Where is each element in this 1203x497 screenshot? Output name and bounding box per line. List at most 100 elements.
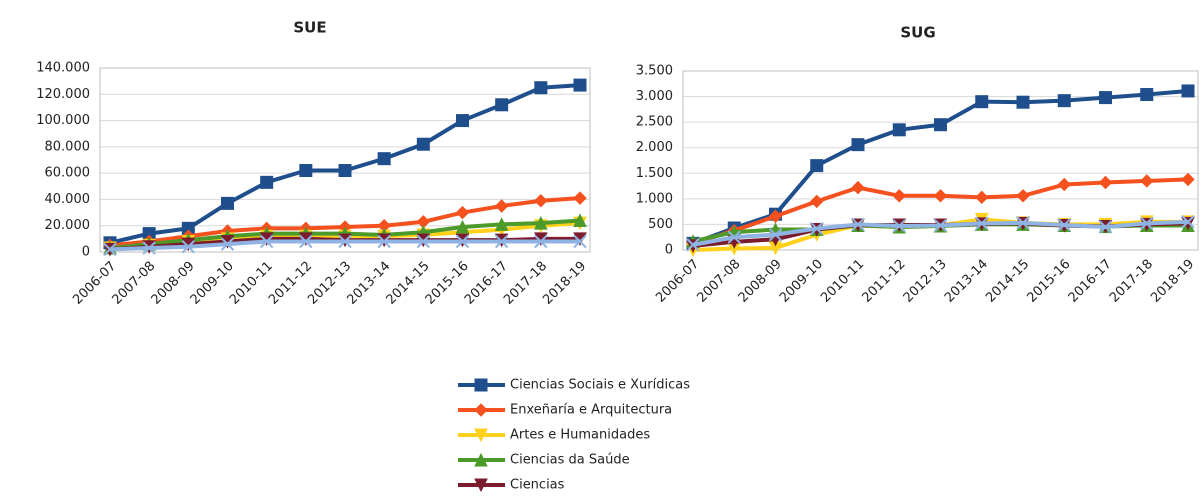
marker <box>934 118 947 132</box>
y-tick-label: 40.000 <box>45 192 91 207</box>
marker <box>975 95 989 109</box>
marker <box>892 219 906 233</box>
marker <box>338 164 352 178</box>
x-tick-label: 2018-19 <box>1148 257 1197 306</box>
x-tick-label: 2016-17 <box>1066 257 1115 306</box>
marker <box>338 234 352 249</box>
x-tick-label: 2017-18 <box>1107 257 1156 306</box>
marker <box>768 227 783 242</box>
marker <box>260 175 274 189</box>
marker <box>933 189 948 203</box>
y-tick-label: 1.500 <box>636 166 673 181</box>
marker <box>259 234 274 249</box>
marker <box>534 234 548 249</box>
x-tick-label: 2013-14 <box>942 257 991 306</box>
x-tick-label: 2009-10 <box>777 257 826 306</box>
y-tick-label: 20.000 <box>45 218 91 233</box>
marker <box>534 81 548 95</box>
chart-title: SUE <box>293 19 326 37</box>
marker <box>851 180 865 195</box>
marker <box>494 217 509 231</box>
marker <box>892 123 906 137</box>
x-tick-label: 2008-09 <box>736 257 785 306</box>
legend-marker <box>474 428 488 443</box>
marker <box>495 98 509 112</box>
marker <box>377 152 391 166</box>
marker <box>142 241 156 255</box>
marker <box>1181 84 1195 98</box>
marker <box>573 213 587 227</box>
marker <box>810 221 824 236</box>
x-tick-label: 2007-08 <box>695 257 744 306</box>
y-tick-label: 140.000 <box>36 61 90 76</box>
marker <box>573 191 587 205</box>
marker <box>494 199 509 213</box>
marker <box>1016 216 1030 230</box>
marker <box>455 234 470 249</box>
y-tick-label: 60.000 <box>45 166 91 181</box>
marker <box>727 230 741 244</box>
legend-marker <box>474 452 488 467</box>
marker <box>1140 88 1154 102</box>
y-tick-label: 80.000 <box>45 139 91 154</box>
y-tick-label: 0 <box>82 245 90 260</box>
legend-marker <box>474 403 488 417</box>
marker <box>1057 94 1071 108</box>
legend-label: Artes e Humanidades <box>510 428 650 443</box>
legend-marker <box>474 478 488 493</box>
chart-title: SUG <box>900 24 935 42</box>
legend-label: Enxeñaría e Arquitectura <box>510 403 672 418</box>
marker <box>573 234 587 249</box>
y-tick-label: 3.500 <box>636 64 673 79</box>
legend-label: Ciencias da Saúde <box>510 453 630 468</box>
marker <box>975 216 989 231</box>
y-tick-label: 100.000 <box>36 113 90 128</box>
marker <box>975 190 989 205</box>
marker <box>494 234 509 249</box>
y-tick-label: 0 <box>665 243 673 258</box>
y-tick-label: 3.000 <box>636 89 673 104</box>
marker <box>686 238 700 252</box>
marker <box>456 114 469 128</box>
marker <box>416 234 431 249</box>
marker <box>1016 189 1030 203</box>
marker <box>1057 177 1071 192</box>
y-tick-label: 500 <box>648 217 673 232</box>
marker <box>299 164 313 178</box>
marker <box>1181 215 1195 229</box>
marker <box>1140 216 1154 231</box>
marker <box>455 219 470 234</box>
marker <box>892 189 906 203</box>
marker <box>377 234 391 249</box>
marker <box>1140 174 1154 188</box>
marker <box>1099 91 1112 105</box>
marker <box>1016 95 1030 109</box>
y-tick-label: 2.000 <box>636 140 673 155</box>
y-tick-label: 2.500 <box>636 115 673 130</box>
marker <box>768 209 783 223</box>
plot-frame <box>99 67 591 253</box>
x-tick-label: 2014-15 <box>983 257 1032 306</box>
marker <box>1098 220 1113 234</box>
y-tick-label: 1.000 <box>636 191 673 206</box>
marker <box>534 215 548 230</box>
x-tick-label: 2012-13 <box>901 257 950 306</box>
marker <box>534 194 548 208</box>
marker <box>1098 175 1113 190</box>
marker <box>416 137 430 151</box>
marker <box>933 218 948 233</box>
marker <box>851 138 865 152</box>
x-tick-label: 2010-11 <box>818 257 867 306</box>
y-tick-label: 120.000 <box>36 87 90 102</box>
marker <box>299 234 313 249</box>
marker <box>455 205 470 220</box>
marker <box>103 242 117 257</box>
marker <box>221 196 234 210</box>
x-tick-label: 2011-12 <box>860 257 909 306</box>
x-tick-label: 2015-16 <box>1025 257 1074 306</box>
marker <box>810 159 824 173</box>
legend-marker <box>474 378 488 392</box>
marker <box>1057 218 1071 232</box>
x-tick-label: 2018-19 <box>540 259 589 308</box>
